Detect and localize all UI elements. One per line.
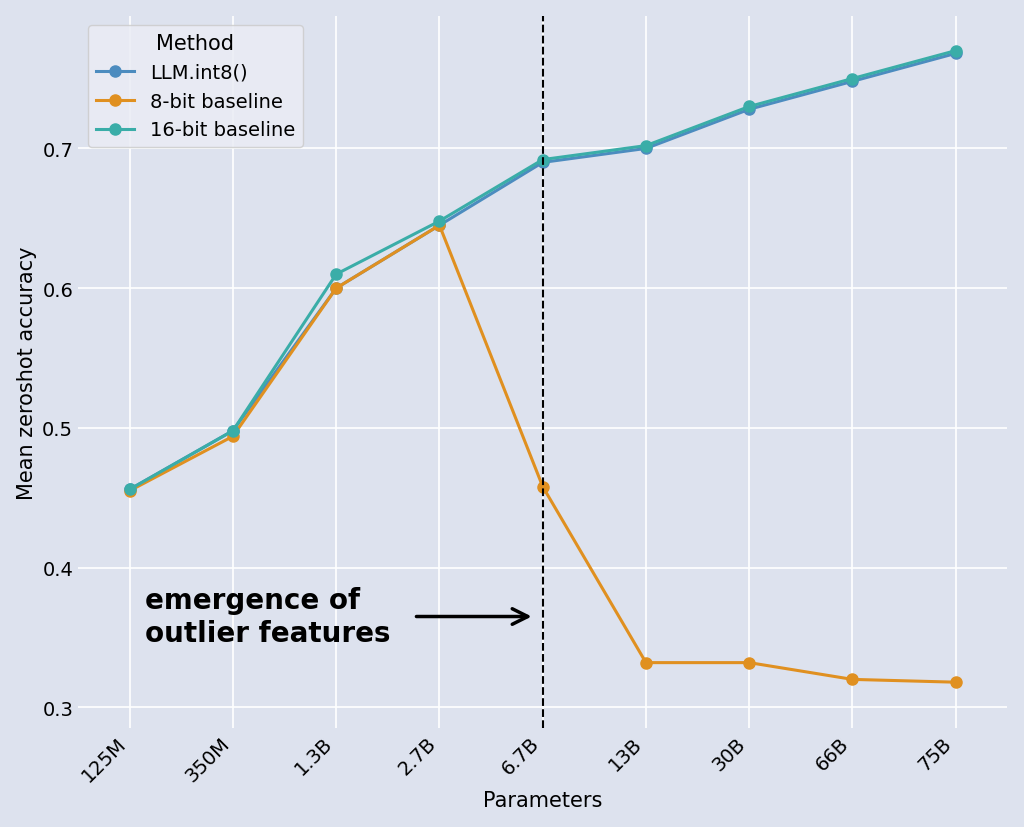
Line: 8-bit baseline: 8-bit baseline <box>124 221 962 688</box>
Text: emergence of
outlier features: emergence of outlier features <box>145 586 391 647</box>
8-bit baseline <box>743 657 756 667</box>
8-bit baseline <box>949 677 962 687</box>
8-bit baseline <box>537 482 549 492</box>
LLM.int8() <box>124 485 136 495</box>
Legend: LLM.int8(), 8-bit baseline, 16-bit baseline: LLM.int8(), 8-bit baseline, 16-bit basel… <box>88 26 303 148</box>
LLM.int8() <box>226 426 239 436</box>
16-bit baseline <box>330 270 342 280</box>
Y-axis label: Mean zeroshot accuracy: Mean zeroshot accuracy <box>16 246 37 500</box>
LLM.int8() <box>537 158 549 168</box>
LLM.int8() <box>949 50 962 60</box>
8-bit baseline <box>124 486 136 496</box>
16-bit baseline <box>949 46 962 56</box>
16-bit baseline <box>537 155 549 165</box>
16-bit baseline <box>743 103 756 112</box>
8-bit baseline <box>640 657 652 667</box>
16-bit baseline <box>124 485 136 495</box>
16-bit baseline <box>226 426 239 436</box>
8-bit baseline <box>226 432 239 442</box>
16-bit baseline <box>846 74 858 84</box>
LLM.int8() <box>743 105 756 115</box>
8-bit baseline <box>330 284 342 294</box>
Line: LLM.int8(): LLM.int8() <box>124 49 962 495</box>
LLM.int8() <box>433 221 445 231</box>
LLM.int8() <box>330 284 342 294</box>
Line: 16-bit baseline: 16-bit baseline <box>124 46 962 495</box>
LLM.int8() <box>640 144 652 154</box>
LLM.int8() <box>846 77 858 87</box>
16-bit baseline <box>640 141 652 151</box>
16-bit baseline <box>433 217 445 227</box>
X-axis label: Parameters: Parameters <box>483 791 602 810</box>
8-bit baseline <box>846 675 858 685</box>
8-bit baseline <box>433 221 445 231</box>
